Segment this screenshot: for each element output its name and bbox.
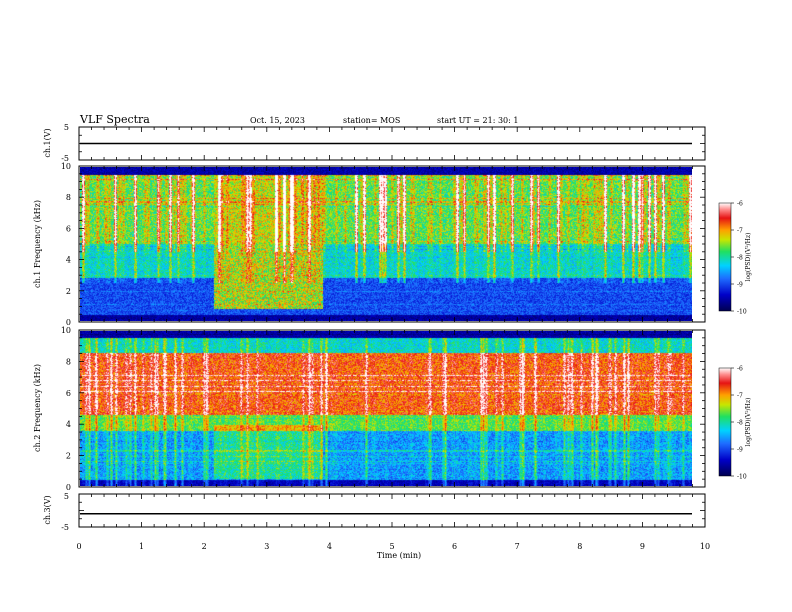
- freq-tick-label: 10: [61, 326, 71, 335]
- ch2-spectrogram-image: [80, 331, 692, 486]
- freq-tick-label: 2: [66, 452, 71, 461]
- time-tick-label: 6: [452, 542, 457, 551]
- time-tick-label: 5: [389, 542, 394, 551]
- date-label: Oct. 15, 2023: [250, 116, 305, 125]
- freq-tick-label: 10: [61, 162, 71, 171]
- colorbar-tick-label: -9: [737, 282, 743, 289]
- freq-tick-label: 6: [66, 224, 71, 233]
- freq-tick-label: 2: [66, 287, 71, 296]
- colorbar-tick-label: -6: [737, 366, 743, 373]
- time-tick-label: 0: [76, 542, 81, 551]
- start-time-label: start UT = 21: 30: 1: [437, 116, 518, 125]
- ch2-spectrogram-ylabel: ch.2 Frequency (kHz): [33, 364, 42, 452]
- ch1-voltage-panel: 5 -5 ch.1(V): [43, 123, 706, 163]
- freq-tick-label: 8: [66, 193, 71, 202]
- colorbar-tick-label: -9: [737, 447, 743, 454]
- colorbar-tick-label: -8: [737, 420, 743, 427]
- colorbar-tick-label: -10: [737, 474, 747, 481]
- colorbar-tick-label: -7: [737, 228, 743, 235]
- ch3-voltage-panel: 5 -5 ch.3(V): [43, 492, 706, 532]
- time-axis: 0 1 2 3 4 5 6 7 8 9 10: [76, 127, 710, 551]
- figure-title: VLF Spectra: [79, 113, 150, 126]
- colorbar-tick-label: -7: [737, 393, 743, 400]
- ch1-colorbar-label: log(PSD)(V²/Hz): [745, 233, 752, 282]
- colorbar-tick-label: -8: [737, 255, 743, 262]
- ch3-ytick-top: 5: [64, 492, 69, 501]
- freq-tick-label: 4: [66, 420, 71, 429]
- ch1-colorbar: [718, 202, 732, 312]
- colorbar-tick-label: -6: [737, 201, 743, 208]
- colorbar-tick-label: -10: [737, 309, 747, 316]
- ch2-colorbar: [718, 367, 732, 477]
- freq-tick-label: 0: [66, 483, 71, 492]
- time-tick-label: 4: [327, 542, 332, 551]
- ch2-spectrogram-panel: 0 2 4 6 8 10 ch.2 Frequency (kHz) -6 -7 -8 -9 -10…: [33, 326, 752, 492]
- ch3-ytick-bottom: -5: [61, 523, 69, 532]
- ch2-colorbar-label: log(PSD)(V²/Hz): [745, 398, 752, 447]
- freq-tick-label: 8: [66, 357, 71, 366]
- ch1-spectrogram-ylabel: ch.1 Frequency (kHz): [33, 200, 42, 288]
- time-tick-label: 1: [139, 542, 144, 551]
- station-label: station= MOS: [343, 116, 400, 125]
- time-tick-label: 3: [264, 542, 269, 551]
- freq-tick-label: 0: [66, 318, 71, 327]
- ch1-voltage-ylabel: ch.1(V): [43, 128, 52, 157]
- time-axis-label: Time (min): [377, 551, 421, 560]
- ch3-voltage-ylabel: ch.3(V): [43, 495, 52, 524]
- ch1-ytick-top: 5: [64, 123, 69, 132]
- time-tick-label: 7: [515, 542, 520, 551]
- time-tick-label: 9: [640, 542, 645, 551]
- time-tick-label: 8: [577, 542, 582, 551]
- ch1-spectrogram-panel: 0 2 4 6 8 10 ch.1 Frequency (kHz) -6 -7 -8 -9 -10…: [33, 162, 752, 327]
- freq-tick-label: 6: [66, 389, 71, 398]
- ch1-spectrogram-image: [80, 167, 692, 321]
- freq-tick-label: 4: [66, 256, 71, 265]
- time-tick-label: 2: [202, 542, 207, 551]
- ch1-ytick-bottom: -5: [61, 154, 69, 163]
- time-tick-label: 10: [700, 542, 710, 551]
